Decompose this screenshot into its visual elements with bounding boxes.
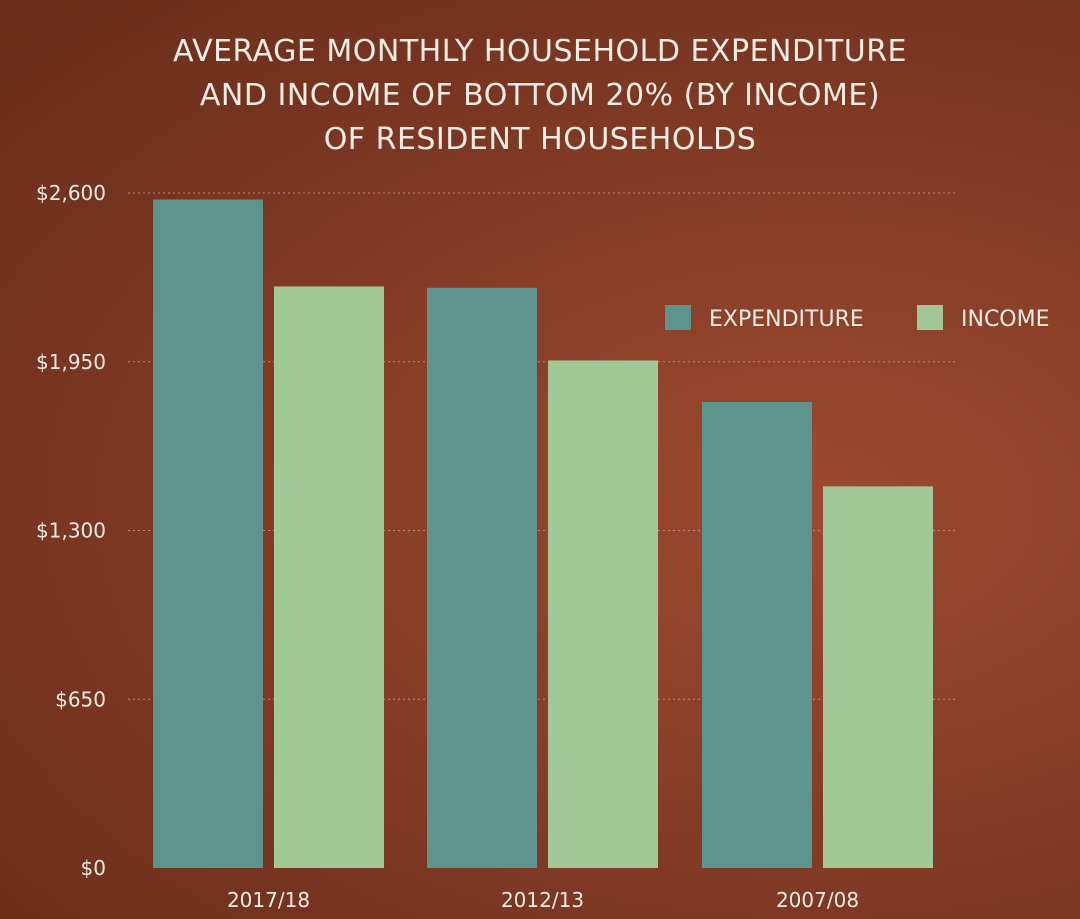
y-tick-label: $0: [81, 856, 106, 880]
bar-expenditure-2: [702, 401, 812, 868]
bar-income-1: [548, 360, 658, 868]
y-tick-label: $650: [55, 687, 106, 711]
x-tick-label: 2012/13: [501, 888, 584, 912]
x-tick-label: 2017/18: [227, 888, 310, 912]
bar-expenditure-0: [153, 199, 263, 869]
legend-swatch-expenditure: [665, 305, 691, 330]
legend-label-expenditure: EXPENDITURE: [709, 307, 864, 332]
chart-title: AVERAGE MONTHLY HOUSEHOLD EXPENDITURE AN…: [0, 30, 1080, 162]
chart-title-line: AVERAGE MONTHLY HOUSEHOLD EXPENDITURE: [172, 34, 908, 69]
bar-expenditure-1: [427, 287, 537, 868]
bar-income-2: [823, 486, 933, 868]
y-tick-label: $2,600: [36, 181, 106, 205]
y-axis-ticks: $0 $650 $1,300 $1,950 $2,600: [36, 181, 106, 880]
chart-title-line: AND INCOME OF BOTTOM 20% (BY INCOME): [199, 78, 881, 113]
y-tick-label: $1,300: [36, 519, 106, 543]
bars: [153, 199, 933, 869]
legend: EXPENDITURE INCOME: [665, 305, 1050, 332]
x-tick-label: 2007/08: [776, 888, 859, 912]
x-axis-ticks: 2017/18 2012/13 2007/08: [227, 888, 859, 912]
legend-swatch-income: [917, 305, 943, 330]
bar-income-0: [274, 286, 384, 868]
legend-label-income: INCOME: [961, 307, 1050, 332]
y-tick-label: $1,950: [36, 350, 106, 374]
chart-title-line: OF RESIDENT HOUSEHOLDS: [323, 122, 757, 157]
